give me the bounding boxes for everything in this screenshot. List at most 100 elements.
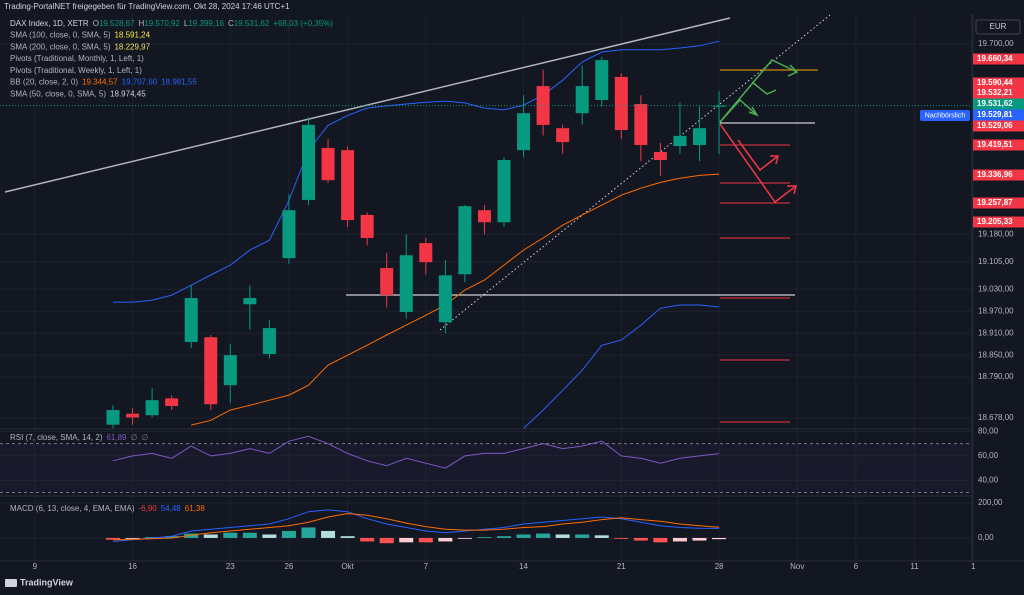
legend-row: Pivots (Traditional, Monthly, 1, Left, 1… <box>10 54 144 63</box>
green-arrow <box>719 59 798 123</box>
macd-histogram-bar <box>125 537 140 539</box>
legend-name: Pivots (Traditional, Monthly, 1, Left, 1… <box>10 54 144 63</box>
legend-change: +68,03 (+0,35%) <box>273 19 333 28</box>
trend-line <box>4 17 731 193</box>
legend-row: MACD (6, 13, close, 4, EMA, EMA) -6,90 54,… <box>10 504 205 513</box>
legend-value: 18.981,55 <box>161 78 197 87</box>
price-label-box <box>973 77 1024 89</box>
candle-body <box>360 214 374 239</box>
candle-body <box>438 275 452 323</box>
macd-histogram-bar <box>106 537 120 540</box>
time-label: 23 <box>226 562 235 571</box>
currency-box[interactable] <box>975 19 1021 35</box>
price-label-box <box>973 169 1024 181</box>
macd-histogram-bar <box>281 530 296 538</box>
time-label: 7 <box>424 562 429 571</box>
legend-key: O <box>93 19 99 28</box>
candle-body <box>204 337 218 405</box>
macd-histogram-bar <box>575 534 590 538</box>
legend-value: 19.570,92 <box>144 19 180 28</box>
macd-histogram-bar <box>321 530 336 538</box>
legend-value: 18.591,24 <box>114 31 150 40</box>
candle-body <box>223 355 237 386</box>
candle-body <box>262 328 276 355</box>
time-label: Nov <box>790 562 804 571</box>
candle-body <box>556 128 570 143</box>
candle-body <box>341 150 355 221</box>
legend-row: SMA (200, close, 0, SMA, 5) 18.229,97 <box>10 42 151 51</box>
header-title: Trading-PortalNET freigegeben für Tradin… <box>4 2 290 11</box>
price-tick-label: 19.030,00 <box>978 284 1014 293</box>
macd-histogram-bar <box>223 532 238 538</box>
red-arrow <box>737 139 779 172</box>
price-label: 19.590,44 <box>977 78 1013 87</box>
price-label: 19.419,51 <box>977 140 1013 149</box>
candle-body <box>634 104 648 146</box>
macd-histogram-bar <box>438 537 453 542</box>
macd-histogram-bar <box>555 534 570 538</box>
time-label: 11 <box>910 562 919 571</box>
macd-histogram-bar <box>242 532 257 538</box>
session-box <box>920 110 970 121</box>
price-label-box <box>973 53 1024 65</box>
time-label: 26 <box>284 562 293 571</box>
price-label: 19.529,81 <box>977 110 1013 119</box>
candle-body <box>184 298 198 342</box>
green-arrow <box>751 81 777 95</box>
price-tick-label: 0,00 <box>978 533 994 542</box>
price-tick-label: 18.910,00 <box>978 328 1014 337</box>
candle-body <box>321 147 335 181</box>
time-label: 16 <box>128 562 137 571</box>
arrow-head <box>748 106 759 117</box>
legend-value: 18.229,97 <box>114 42 150 51</box>
price-tick-label: 19.105,00 <box>978 257 1014 266</box>
red-arrow <box>719 123 797 204</box>
macd-histogram-bar <box>360 537 375 542</box>
plots <box>0 40 972 544</box>
candle-body <box>517 113 531 151</box>
price-tick-label: 60,00 <box>978 451 999 460</box>
macd-histogram-bar <box>203 534 218 538</box>
legend-value: 19.399,16 <box>188 19 224 28</box>
macd-histogram-bar <box>497 536 511 538</box>
macd-histogram-bar <box>399 537 414 543</box>
rsi-line <box>112 435 720 469</box>
price-label-box <box>973 87 1024 99</box>
candle-body <box>302 124 315 200</box>
macd-histogram-bar <box>418 537 433 543</box>
drawings <box>4 14 831 423</box>
candle-body <box>106 410 120 425</box>
candle-body <box>575 86 589 114</box>
macd-histogram-bar <box>457 537 472 539</box>
grid <box>0 14 974 561</box>
time-label: 21 <box>617 562 626 571</box>
legend-value: 19.344,57 <box>82 78 118 87</box>
bb-line <box>113 40 720 303</box>
candle-body <box>165 398 179 407</box>
time-label: 9 <box>33 562 38 571</box>
green-arrow <box>719 98 758 123</box>
macd-histogram-bar <box>594 535 609 538</box>
price-label-box <box>973 120 1024 132</box>
candle-body <box>673 135 687 147</box>
time-label: 14 <box>519 562 528 571</box>
price-label-box <box>973 139 1024 151</box>
macd-histogram-bar <box>653 537 668 543</box>
price-tick-label: 18.790,00 <box>978 372 1014 381</box>
legend-row: RSI (7, close, SMA, 14, 2) 61,89 ∅ ∅ <box>10 433 148 442</box>
price-tick-label: 18.850,00 <box>978 350 1014 359</box>
candle-body <box>380 268 394 296</box>
macd-histogram-bar <box>536 533 551 538</box>
price-label: 19.257,87 <box>977 198 1013 207</box>
candle-body <box>243 298 257 305</box>
price-tick-label: 200,00 <box>978 498 1003 507</box>
legend-name: Pivots (Traditional, Weekly, 1, Left, 1) <box>10 66 142 75</box>
legend-name: BB (20, close, 2, 0) <box>10 78 78 87</box>
legend-value: 19.528,67 <box>99 19 135 28</box>
macd-histogram-bar <box>712 537 727 540</box>
price-tick-label: 18.970,00 <box>978 306 1014 315</box>
price-tick-label: 19.180,00 <box>978 229 1014 238</box>
legend-name: SMA (200, close, 0, SMA, 5) <box>10 42 111 51</box>
macd-histogram-bar <box>516 534 531 538</box>
